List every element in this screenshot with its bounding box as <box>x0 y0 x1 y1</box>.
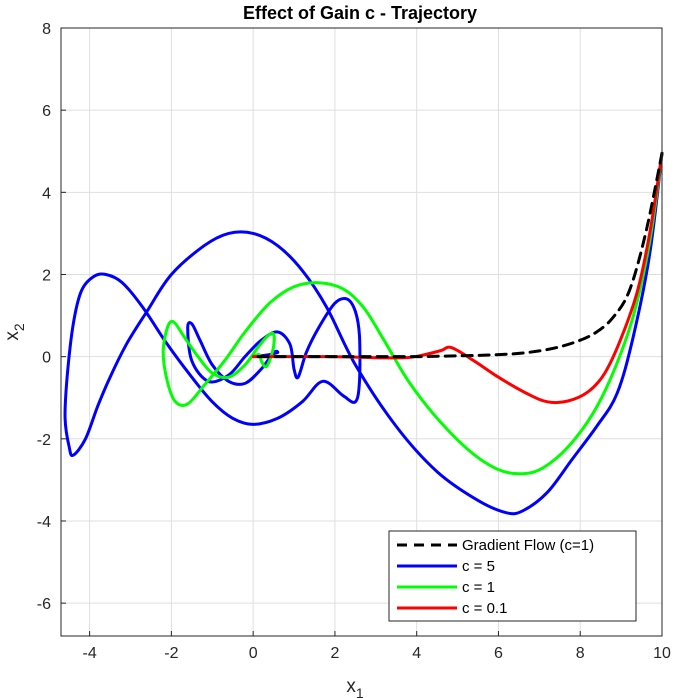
x-axis-label-sub: 1 <box>356 685 364 698</box>
y-tick-label: -4 <box>37 514 51 531</box>
series-line-2 <box>161 151 664 476</box>
legend: Gradient Flow (c=1) c = 5 c = 1 c = 0.1 <box>388 530 637 622</box>
legend-label-1: c = 5 <box>462 558 495 575</box>
y-axis-label-base: x <box>2 331 23 341</box>
y-tick-label: 2 <box>42 267 51 284</box>
x-axis-label-base: x <box>346 676 356 697</box>
series-line-0 <box>251 151 664 359</box>
y-tick-label: 0 <box>42 350 51 367</box>
x-tick-label: 4 <box>412 645 421 662</box>
x-tick-label: -2 <box>164 645 178 662</box>
grid <box>61 27 663 636</box>
x-tick-label: 0 <box>249 645 258 662</box>
x-tick-label: 6 <box>494 645 503 662</box>
x-tick-label: 2 <box>330 645 339 662</box>
y-axis-label: x2 <box>2 323 27 341</box>
legend-label-3: c = 0.1 <box>462 600 507 617</box>
plot-area <box>63 151 664 516</box>
axes-box <box>60 27 663 637</box>
y-tick-label: -2 <box>37 432 51 449</box>
legend-box <box>388 530 637 622</box>
y-axis-label-sub: 2 <box>11 323 27 331</box>
legend-label-0: Gradient Flow (c=1) <box>462 537 594 554</box>
legend-label-2: c = 1 <box>462 579 495 596</box>
y-tick-label: 4 <box>42 185 51 202</box>
y-tick-label: 8 <box>42 21 51 38</box>
x-tick-label: 10 <box>653 645 671 662</box>
axis-ticks: -4 -2 0 2 4 6 8 10 -6 -4 -2 0 2 4 6 8 <box>37 21 671 662</box>
x-axis-label: x1 <box>346 676 364 698</box>
x-tick-label: -4 <box>83 645 97 662</box>
x-tick-label: 8 <box>576 645 585 662</box>
series-line-1 <box>63 151 664 516</box>
y-tick-label: 6 <box>42 103 51 120</box>
series-line-3 <box>251 151 664 405</box>
y-tick-label: -6 <box>37 596 51 613</box>
chart-title: Effect of Gain c - Trajectory <box>243 3 477 23</box>
